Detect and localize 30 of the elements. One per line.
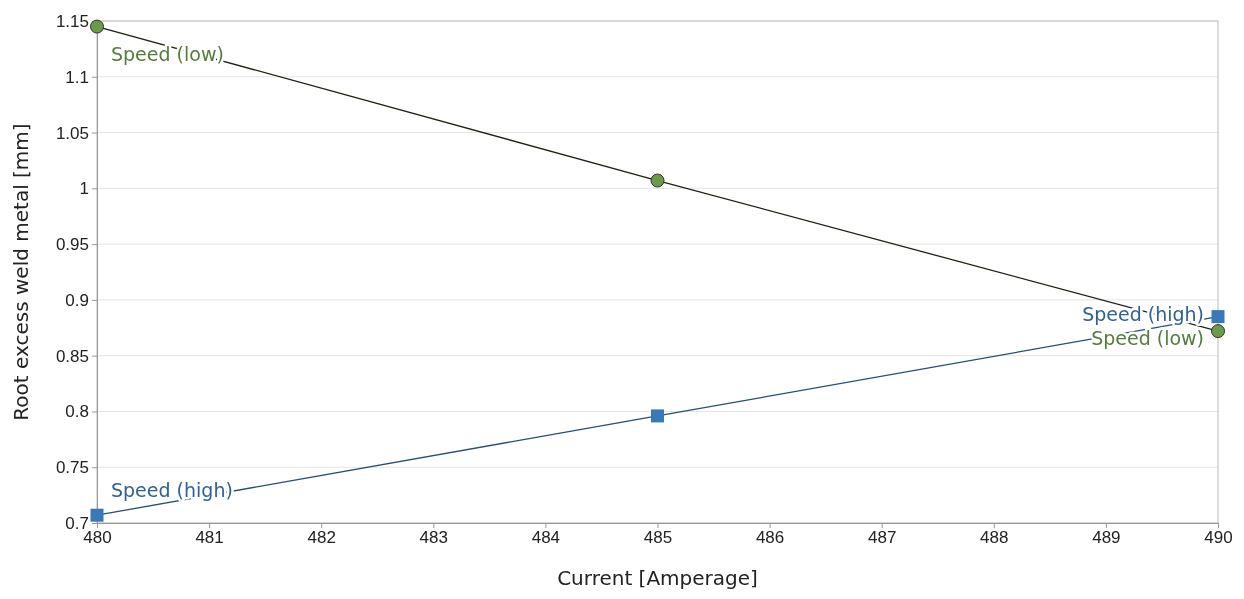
y-tick-label: 0.85	[55, 346, 89, 366]
x-tick-label: 485	[643, 528, 673, 548]
x-tick-label: 487	[868, 528, 897, 548]
x-tick-label: 484	[531, 528, 561, 548]
x-tick-label: 486	[755, 528, 785, 548]
y-tick-label: 0.8	[65, 402, 89, 422]
y-tick-label: 0.75	[55, 458, 89, 478]
point	[1211, 324, 1225, 339]
y-tick-label: 0.95	[55, 235, 89, 255]
x-tick-label: 488	[980, 528, 1009, 548]
point	[1211, 310, 1225, 324]
y-tick-label: 1.1	[65, 67, 89, 87]
y-tick-label: 1.05	[55, 123, 89, 143]
y-tick-label: 0.9	[65, 290, 89, 310]
y-tick-label: 1.15	[55, 11, 89, 31]
x-tick-label: 481	[195, 528, 224, 548]
series-label: Speed (low)	[1091, 327, 1204, 350]
x-tick-label: 482	[307, 528, 336, 548]
text: Speed (high)	[1082, 302, 1204, 325]
point	[650, 173, 665, 188]
y-axis-title: Root excess weld metal [mm]	[9, 123, 33, 421]
series-label: Speed (high)	[111, 479, 233, 502]
y-tick-label: 1	[79, 179, 89, 199]
point	[90, 508, 104, 522]
x-tick-label: 490	[1204, 528, 1233, 548]
point	[651, 409, 664, 423]
x-tick-label: 489	[1092, 528, 1121, 548]
x-tick-label: 483	[419, 528, 448, 548]
x-axis-title: Current [Amperage]	[557, 566, 758, 590]
point	[90, 19, 104, 34]
